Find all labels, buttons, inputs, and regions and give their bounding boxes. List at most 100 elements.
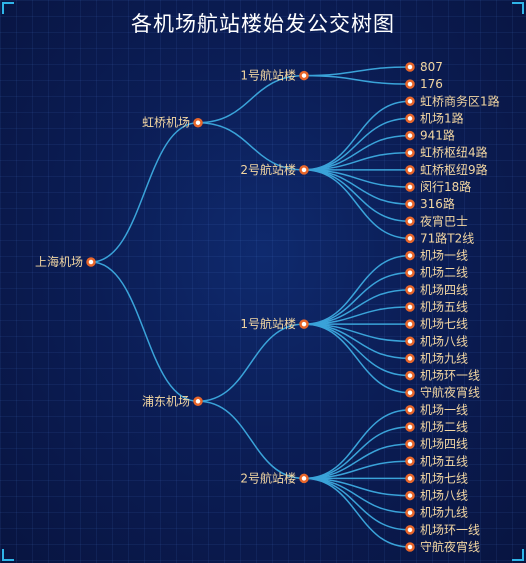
tree-node-marker[interactable] [299,70,309,81]
tree-edge [90,261,199,403]
tree-node-marker[interactable] [405,285,415,295]
corner-bracket-bottom-right [512,549,524,561]
tree-node-marker[interactable] [299,165,309,175]
tree-node-label: 上海机场 [35,254,83,269]
tree-node[interactable]: 807 [405,60,443,74]
corner-bracket-top-right [512,2,524,14]
tree-node-label: 机场环一线 [420,369,480,383]
tree-node-marker[interactable] [405,319,415,329]
tree-node[interactable]: 浦东机场 [142,394,203,408]
tree-node[interactable]: 机场1路 [405,110,464,125]
tree-node-marker[interactable] [405,199,415,209]
tree-node-marker[interactable] [299,319,309,329]
tree-node[interactable]: 夜宵巴士 [405,213,469,228]
tree-node[interactable]: 虹桥枢纽4路 [405,145,488,160]
tree-node-marker[interactable] [405,370,415,381]
tree-node-marker[interactable] [405,473,415,484]
tree-node[interactable]: 虹桥机场 [142,116,203,130]
tree-node-marker[interactable] [405,250,415,261]
tree-node-marker[interactable] [86,257,96,267]
tree-node-marker[interactable] [405,113,415,124]
tree-node[interactable]: 守航夜宵线 [405,385,481,400]
tree-node[interactable]: 虹桥枢纽9路 [405,162,488,177]
tree-node[interactable]: 1号航站楼 [240,316,309,331]
tree-node[interactable]: 机场七线 [405,471,469,485]
tree-node[interactable]: 1号航站楼 [240,68,309,83]
tree-node[interactable]: 机场一线 [405,249,469,263]
tree-edge [303,271,411,325]
tree-node-label: 机场九线 [420,506,468,520]
tree-node[interactable]: 闵行18路 [405,179,472,194]
tree-node[interactable]: 机场九线 [405,506,469,520]
tree-node-marker[interactable] [405,422,415,432]
tree-node[interactable]: 机场二线 [405,420,469,434]
tree-node[interactable]: 2号航站楼 [240,162,309,177]
tree-node-label: 机场八线 [420,489,468,503]
tree-node[interactable]: 机场一线 [405,403,469,417]
tree-node-label: 夜宵巴士 [420,213,468,228]
tree-node[interactable]: 虹桥商务区1路 [405,93,500,108]
tree-node-marker[interactable] [405,542,415,552]
tree-node-label: 机场一线 [420,249,468,263]
tree-edge [303,409,411,480]
corner-bracket-bottom-left [2,549,14,561]
tree-node-marker[interactable] [405,79,415,89]
tree-node-marker[interactable] [405,147,415,158]
tree-node-label: 机场九线 [420,351,468,365]
tree-node-marker[interactable] [405,216,415,227]
tree-node[interactable]: 机场环一线 [405,369,481,383]
tree-edge [197,121,305,171]
tree-node-marker[interactable] [405,507,415,518]
tree-node-marker[interactable] [405,302,415,312]
tree-node-marker[interactable] [299,473,309,484]
tree-node[interactable]: 机场七线 [405,317,469,331]
tree-node[interactable]: 守航夜宵线 [405,539,481,554]
tree-edge [303,74,411,85]
tree-node-marker[interactable] [405,96,415,107]
tree-node-marker[interactable] [405,456,415,467]
tree-edge [303,100,411,171]
tree-node-marker[interactable] [405,267,415,278]
tree-node-marker[interactable] [193,117,203,128]
tree-node-marker[interactable] [405,233,415,244]
tree-node[interactable]: 机场九线 [405,351,469,365]
tree-node[interactable]: 机场五线 [405,300,469,314]
tree-node[interactable]: 上海机场 [35,254,96,269]
tree-node-marker[interactable] [405,182,415,192]
tree-node[interactable]: 机场四线 [405,283,469,297]
tree-node-marker[interactable] [405,525,415,535]
tree-edge [303,477,411,531]
tree-node-marker[interactable] [405,353,415,364]
tree-node-marker[interactable] [405,336,415,347]
tree-node-marker[interactable] [405,490,415,501]
tree-node-label: 机场五线 [420,300,468,314]
tree-node-label: 176 [420,77,443,91]
tree-node[interactable]: 机场八线 [405,489,469,503]
tree-node[interactable]: 316路 [405,196,455,211]
tree-node-marker[interactable] [405,387,415,398]
tree-node[interactable]: 2号航站楼 [240,470,309,485]
tree-edge [303,323,411,377]
tree-node[interactable]: 机场四线 [405,437,469,451]
tree-node-marker[interactable] [193,396,203,407]
tree-node-marker[interactable] [405,405,415,415]
tree-node[interactable]: 机场环一线 [405,523,481,537]
tree-node-label: 机场八线 [420,334,468,348]
tree-node-label: 机场环一线 [420,523,480,537]
tree-node-label: 虹桥商务区1路 [420,93,500,108]
diagram-title: 各机场航站楼始发公交树图 [131,12,395,36]
tree-node-label: 807 [420,60,443,74]
tree-node[interactable]: 机场八线 [405,334,469,348]
tree-node-marker[interactable] [405,439,415,449]
tree-node-marker[interactable] [405,165,415,175]
tree-node-label: 机场七线 [420,317,468,331]
tree-node[interactable]: 机场二线 [405,266,469,280]
tree-node-label: 1号航站楼 [240,316,296,331]
tree-node[interactable]: 机场五线 [405,454,469,468]
tree-node[interactable]: 71路T2线 [405,230,475,245]
tree-node[interactable]: 941路 [405,128,455,143]
tree-node[interactable]: 176 [405,77,443,91]
tree-node-marker[interactable] [405,62,415,72]
tree-node-marker[interactable] [405,130,415,141]
tree-node-label: 机场一线 [420,403,468,417]
